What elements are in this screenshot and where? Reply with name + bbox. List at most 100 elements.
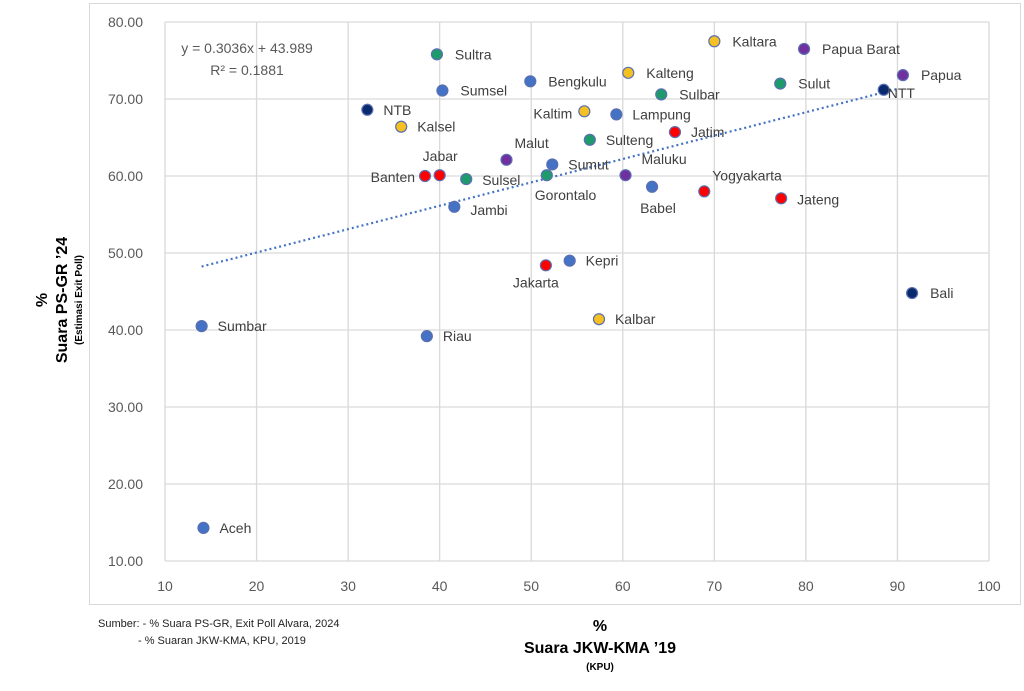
data-point (610, 108, 623, 121)
data-point (698, 185, 711, 198)
y-axis-title-prefix: % (34, 292, 51, 308)
data-point (655, 88, 668, 101)
r-squared-label: R² = 0.1881 (210, 62, 284, 78)
data-point (460, 172, 473, 186)
x-tick-label: 60 (615, 578, 631, 594)
point-label: Papua Barat (822, 41, 900, 57)
point-label: NTB (383, 102, 411, 118)
point-label: Jateng (797, 191, 839, 207)
data-point (420, 330, 433, 343)
x-tick-label: 40 (432, 578, 448, 594)
data-point (775, 192, 788, 205)
data-points (195, 35, 919, 534)
data-point (436, 84, 449, 97)
data-point (877, 83, 890, 96)
y-tick-label: 30.00 (108, 399, 143, 415)
point-label: Kalsel (417, 119, 455, 135)
source-note: Sumber: - % Suara PS-GR, Exit Poll Alvar… (98, 616, 340, 650)
source-line-1: Sumber: - % Suara PS-GR, Exit Poll Alvar… (98, 618, 340, 630)
x-axis-title: % Suara JKW-KMA ’19 (KPU) (480, 617, 720, 675)
data-point (197, 521, 210, 534)
point-label: Kalteng (646, 65, 693, 81)
data-point (524, 75, 537, 88)
point-label: Sulbar (679, 86, 720, 102)
x-tick-label: 100 (977, 578, 1001, 594)
point-label: Bali (930, 285, 953, 301)
point-label: Papua (921, 67, 962, 83)
data-point (645, 180, 659, 193)
point-label: Yogyakarta (712, 167, 782, 183)
point-label: NTT (888, 85, 916, 101)
source-line-2: - % Suaran JKW-KMA, KPU, 2019 (138, 635, 306, 647)
x-tick-label: 50 (523, 578, 539, 594)
data-point (619, 169, 632, 182)
x-axis-title-prefix: % (592, 618, 608, 635)
x-tick-label: 80 (798, 578, 814, 594)
point-label: Jakarta (513, 274, 559, 290)
x-tick-label: 70 (707, 578, 723, 594)
point-label: Sulut (798, 76, 830, 92)
point-label: Sumsel (460, 83, 507, 99)
x-tick-label: 20 (249, 578, 265, 594)
point-label: Bengkulu (548, 73, 606, 89)
point-label: Sulteng (606, 132, 653, 148)
y-axis-title: % Suara PS-GR ’24 (Estimasi Exit Poll) (18, 235, 85, 365)
data-point (430, 48, 444, 61)
x-axis-title-main: Suara JKW-KMA ’19 (523, 640, 676, 657)
point-label: Banten (371, 169, 415, 185)
data-point (195, 320, 208, 333)
data-point (578, 105, 591, 118)
data-point (540, 169, 553, 182)
point-label: Jabar (423, 148, 458, 164)
data-point (668, 126, 682, 139)
data-point (774, 77, 787, 90)
data-point (546, 158, 559, 171)
data-point (622, 66, 635, 79)
gridlines (164, 21, 990, 562)
data-point (539, 259, 552, 272)
data-point (896, 69, 910, 82)
y-tick-label: 20.00 (108, 476, 143, 492)
data-point (418, 169, 432, 183)
point-label: Maluku (642, 151, 687, 167)
point-label: Jatim (691, 124, 724, 140)
y-tick-label: 50.00 (108, 245, 143, 261)
data-point (361, 103, 374, 116)
data-point (448, 200, 461, 213)
point-label: Aceh (219, 520, 251, 536)
data-point (433, 169, 446, 182)
y-tick-label: 10.00 (108, 553, 143, 569)
x-tick-label: 90 (890, 578, 906, 594)
chart-frame (89, 3, 1021, 605)
x-axis-ticks: 10 20 30 40 50 60 70 80 90 100 (157, 578, 1001, 594)
data-point (583, 133, 596, 146)
y-axis-title-main: Suara PS-GR ’24 (54, 236, 71, 364)
point-label: Kaltim (533, 105, 572, 121)
point-label: Sultra (455, 46, 492, 62)
point-label: Malut (515, 135, 549, 151)
point-label: Riau (443, 328, 472, 344)
y-axis-ticks: 10.00 20.00 30.00 40.00 50.00 60.00 70.00 80.00 (108, 14, 143, 569)
x-tick-label: 10 (157, 578, 173, 594)
x-tick-label: 30 (340, 578, 356, 594)
data-point (500, 153, 513, 166)
point-label: Sulsel (482, 172, 520, 188)
data-point (563, 254, 576, 267)
trendline-equation: y = 0.3036x + 43.989 (181, 40, 313, 56)
point-label: Kalbar (615, 311, 656, 327)
x-axis-title-sub: (KPU) (586, 662, 614, 673)
point-label: Sumbar (218, 318, 267, 334)
data-point (797, 42, 811, 56)
point-labels: Aceh Sumbar Riau Kepri Jakarta Kalbar Bali Jamb… (218, 33, 962, 536)
point-label: Babel (640, 200, 676, 216)
point-label: Kepri (586, 253, 619, 269)
point-label: Jambi (470, 202, 507, 218)
y-tick-label: 70.00 (108, 91, 143, 107)
point-label: Kaltara (732, 33, 777, 49)
y-tick-label: 40.00 (108, 322, 143, 338)
point-label: Lampung (632, 106, 690, 122)
data-point (905, 286, 919, 300)
y-tick-label: 60.00 (108, 168, 143, 184)
y-axis-title-sub: (Estimasi Exit Poll) (74, 254, 85, 346)
